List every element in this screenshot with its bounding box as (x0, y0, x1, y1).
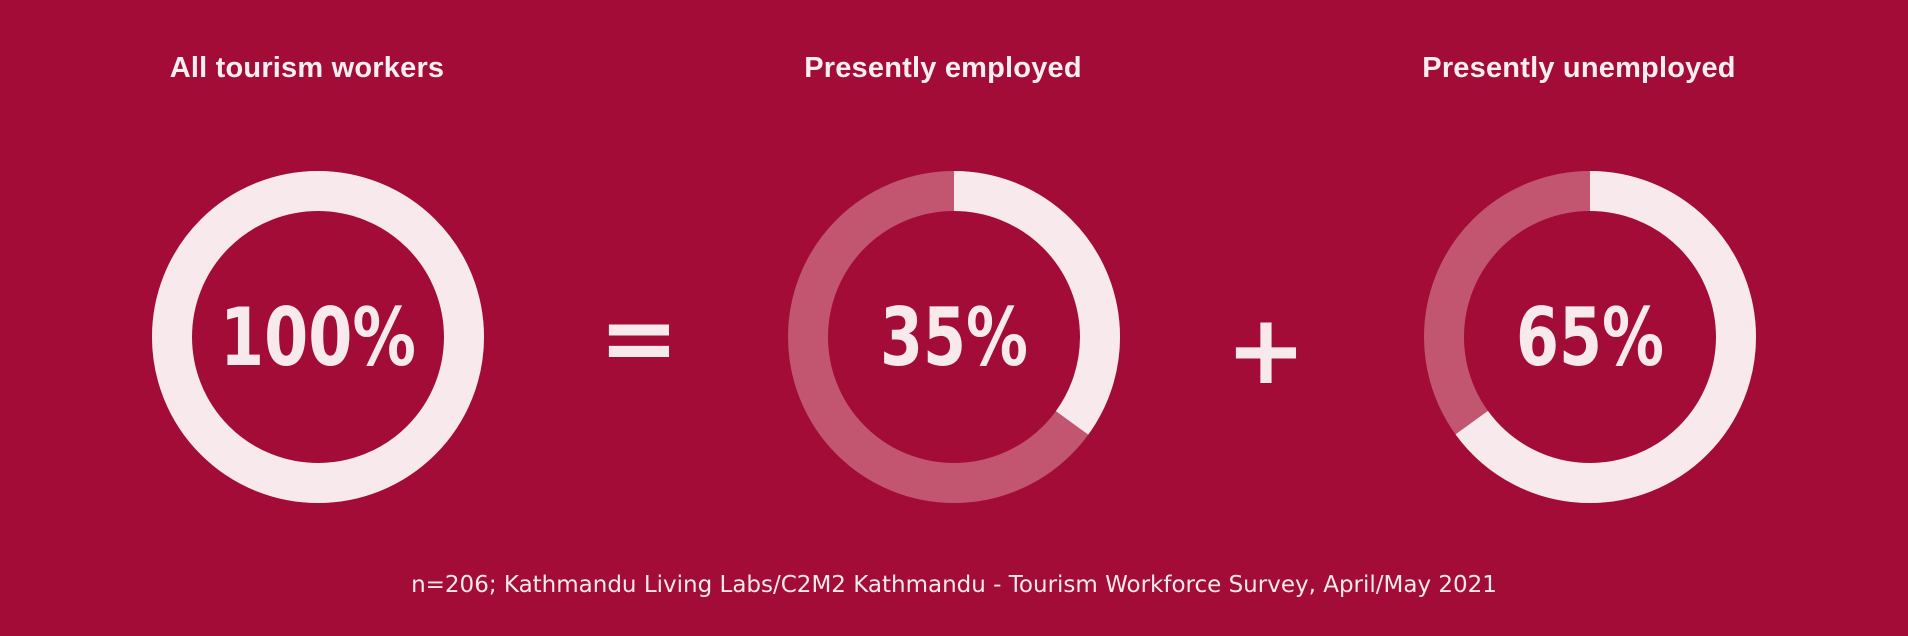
donut-value-label-unemployed: 65% (1516, 291, 1664, 384)
donut-title-all-workers: All tourism workers (169, 52, 445, 84)
donut-slice-unemployed (1424, 171, 1756, 503)
equals-sign: = (598, 282, 680, 394)
donut-charts: 100% 35% 65% (152, 171, 1756, 503)
source-note: n=206; Kathmandu Living Labs/C2M2 Kathma… (411, 572, 1497, 598)
donut-slice-employed (788, 171, 1120, 503)
donut-value-label-employed: 35% (880, 291, 1028, 384)
donut-title-unemployed: Presently unemployed (1422, 52, 1736, 84)
plus-sign: + (1225, 294, 1307, 406)
donut-value-label-all-workers: 100% (220, 291, 416, 384)
donut-title-employed: Presently employed (804, 52, 1082, 84)
donut-slice-all-workers (152, 171, 484, 503)
